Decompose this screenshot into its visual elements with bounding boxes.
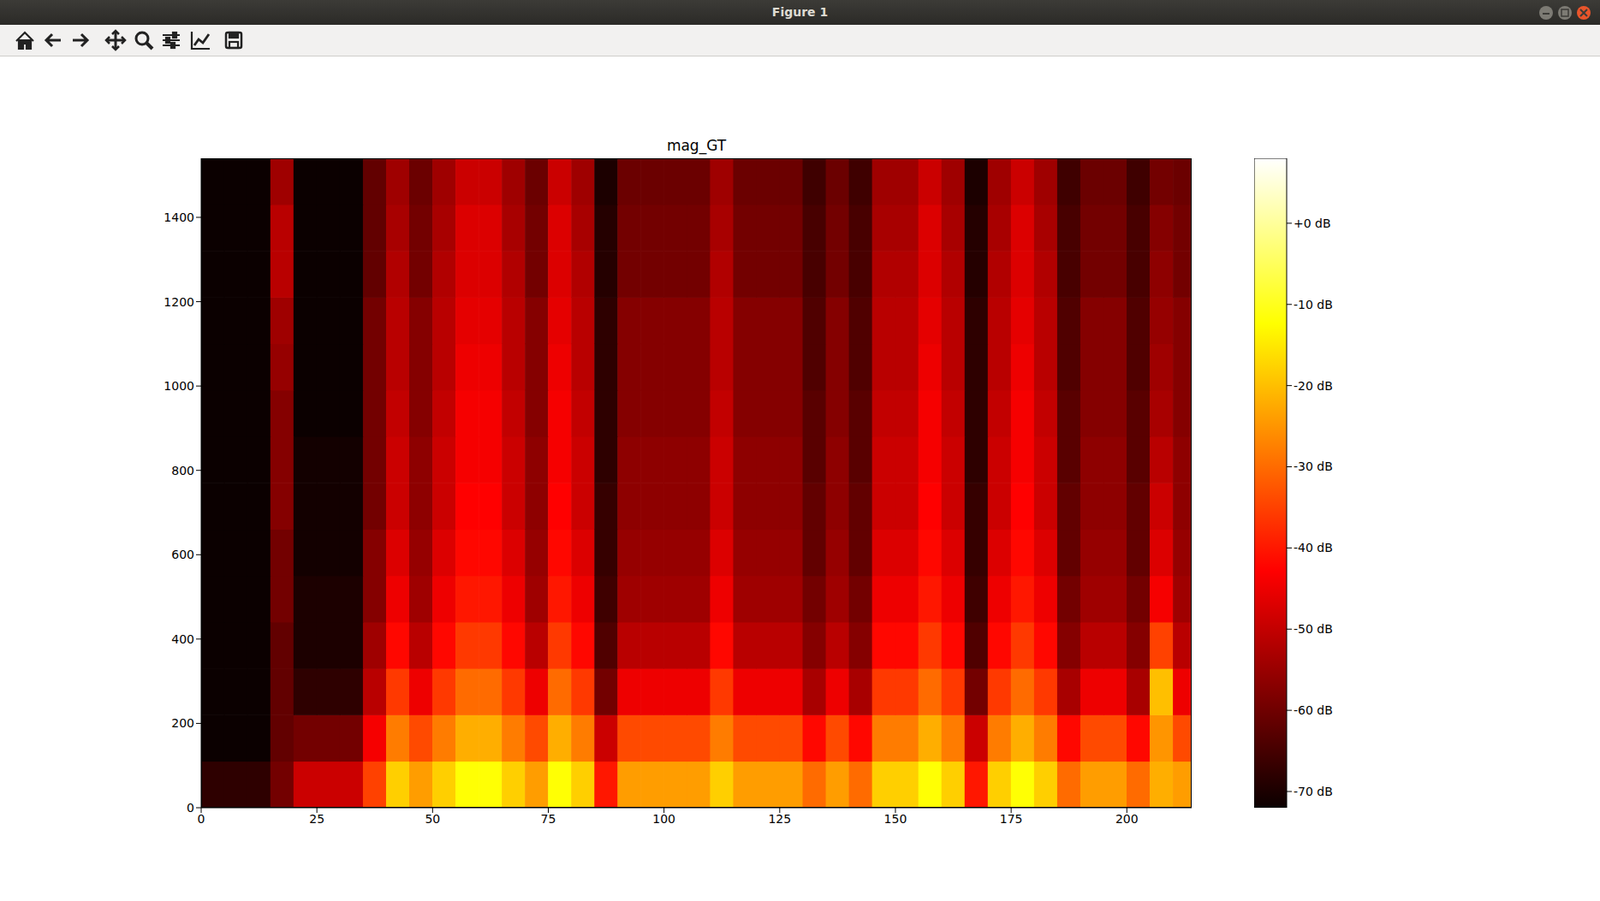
- svg-text:-20 dB: -20 dB: [1293, 379, 1333, 393]
- svg-text:150: 150: [884, 812, 908, 827]
- svg-text:1000: 1000: [163, 379, 195, 393]
- svg-text:200: 200: [171, 716, 195, 731]
- svg-text:0: 0: [186, 801, 195, 815]
- svg-text:1200: 1200: [163, 295, 195, 310]
- svg-text:175: 175: [999, 812, 1024, 827]
- svg-text:100: 100: [652, 812, 676, 827]
- svg-text:0: 0: [197, 812, 206, 827]
- svg-text:25: 25: [309, 812, 325, 827]
- svg-text:200: 200: [1115, 812, 1139, 827]
- svg-text:-10 dB: -10 dB: [1293, 297, 1333, 312]
- svg-text:400: 400: [171, 632, 195, 647]
- svg-text:125: 125: [767, 812, 792, 827]
- svg-text:50: 50: [424, 812, 441, 827]
- html-text:mag_GT: mag_GT: [666, 136, 727, 155]
- svg-text:-30 dB: -30 dB: [1293, 459, 1333, 474]
- svg-text:-60 dB: -60 dB: [1293, 703, 1333, 718]
- svg-text:1400: 1400: [163, 210, 195, 225]
- svg-text:-50 dB: -50 dB: [1293, 622, 1333, 637]
- svg-text:75: 75: [541, 812, 557, 827]
- svg-text:-70 dB: -70 dB: [1293, 785, 1333, 799]
- svg-text:+0 dB: +0 dB: [1293, 216, 1332, 231]
- html-text:Figure 1: Figure 1: [772, 5, 828, 19]
- svg-text:-40 dB: -40 dB: [1293, 541, 1333, 555]
- svg-text:600: 600: [171, 547, 195, 562]
- svg-text:800: 800: [171, 463, 195, 478]
